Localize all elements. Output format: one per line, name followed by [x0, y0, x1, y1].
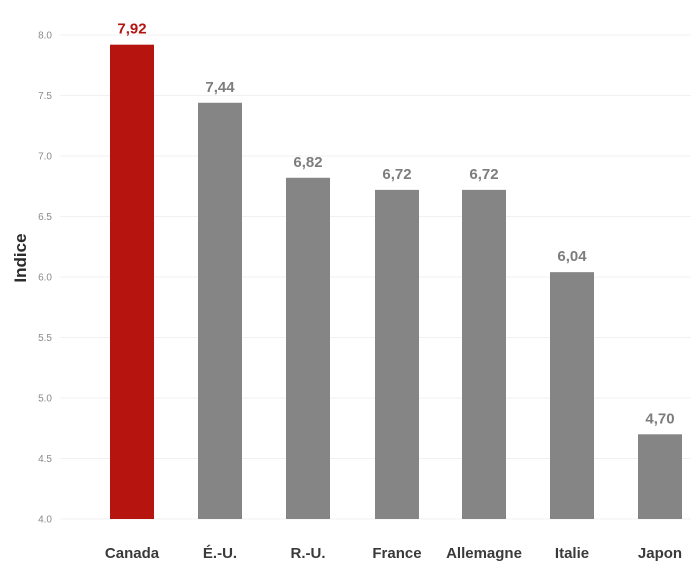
- bar-value-label: 6,72: [469, 166, 498, 183]
- bar: [375, 189, 419, 519]
- y-axis-title: Indice: [11, 233, 30, 282]
- bar: [462, 189, 506, 519]
- value-labels: 7,92 7,44 6,82 6,72 6,72 6,04 4,70: [117, 21, 674, 428]
- y-tick-label: 4.0: [38, 515, 52, 526]
- y-tick-label: 6.5: [38, 212, 52, 223]
- bar-value-label: 7,92: [117, 21, 146, 38]
- bar: [110, 44, 154, 520]
- y-tick-label: 7.0: [38, 152, 52, 163]
- bar-value-label: 4,70: [645, 410, 674, 427]
- bar: [286, 177, 330, 519]
- x-tick-label: Canada: [105, 545, 160, 562]
- bar-value-label: 7,44: [205, 79, 235, 96]
- x-tick-label: Italie: [555, 545, 589, 562]
- y-axis-ticks: 4.0 4.5 5.0 5.5 6.0 6.5 7.0 7.5 8.0: [38, 31, 52, 526]
- x-tick-label: Allemagne: [446, 545, 522, 562]
- y-tick-label: 8.0: [38, 31, 52, 42]
- bar: [550, 272, 594, 519]
- bar: [638, 434, 682, 519]
- x-tick-label: France: [372, 545, 421, 562]
- y-tick-label: 5.0: [38, 394, 52, 405]
- x-tick-label: R.-U.: [291, 545, 326, 562]
- y-tick-label: 4.5: [38, 454, 52, 465]
- x-tick-label: Japon: [638, 545, 682, 562]
- y-tick-label: 5.5: [38, 333, 52, 344]
- x-axis-labels: Canada É.-U. R.-U. France Allemagne Italie Jap…: [105, 545, 682, 562]
- bar: [198, 102, 242, 519]
- bars: [110, 44, 682, 520]
- bar-value-label: 6,04: [557, 248, 587, 265]
- bar-value-label: 6,72: [382, 166, 411, 183]
- y-tick-label: 7.5: [38, 91, 52, 102]
- x-tick-label: É.-U.: [203, 545, 237, 562]
- y-tick-label: 6.0: [38, 273, 52, 284]
- bar-value-label: 6,82: [293, 154, 322, 171]
